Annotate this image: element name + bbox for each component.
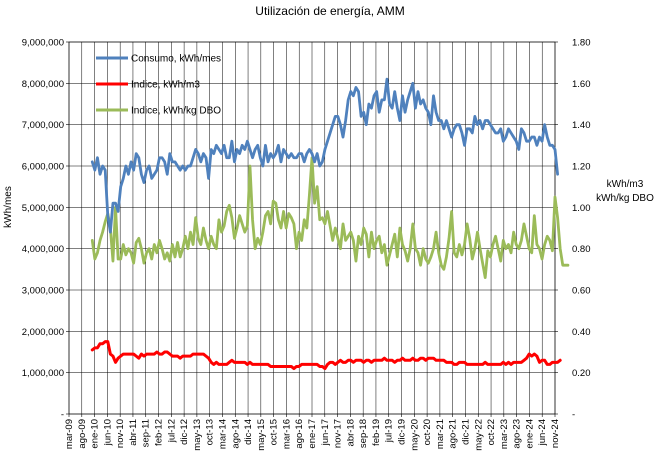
x-tick-label: dic-14 xyxy=(243,419,254,445)
x-axis-ticks: mar-09 ago-09 ene-10 jun-10 nov-10 abr-11 sep-… xyxy=(64,414,561,451)
right-tick-label: 1.80 xyxy=(572,38,591,49)
x-tick-label: sep-18 xyxy=(358,419,369,448)
x-tick-label: nov-24 xyxy=(550,419,561,448)
left-tick-label: 4,000,000 xyxy=(22,244,64,255)
x-tick-label: dic-19 xyxy=(397,419,408,445)
x-tick-label: abr-11 xyxy=(128,419,139,446)
x-tick-label: ago-16 xyxy=(294,419,305,449)
x-tick-label: oct-20 xyxy=(422,419,433,445)
right-tick-label: 0.80 xyxy=(572,244,591,255)
x-tick-label: ene-17 xyxy=(307,419,318,449)
x-tick-label: dic-21 xyxy=(460,419,471,445)
left-tick-label: - xyxy=(61,410,64,421)
x-tick-label: oct-15 xyxy=(269,419,280,445)
x-tick-label: feb-19 xyxy=(371,419,382,446)
x-tick-label: mar-09 xyxy=(64,419,75,449)
right-tick-label: - xyxy=(572,410,575,421)
x-tick-label: nov-10 xyxy=(115,419,126,448)
legend-label-3: Indice, kWh/kg DBO xyxy=(131,106,221,117)
left-tick-label: 3,000,000 xyxy=(22,286,64,297)
x-tick-label: may-13 xyxy=(192,419,203,451)
x-tick-label: jul-19 xyxy=(384,419,395,443)
left-tick-label: 6,000,000 xyxy=(22,162,64,173)
x-tick-label: oct-13 xyxy=(205,419,216,445)
x-tick-label: jun-17 xyxy=(320,419,331,446)
legend-label-1: Consumo, kWh/mes xyxy=(131,54,221,65)
right-tick-label: 0.40 xyxy=(572,327,591,338)
x-tick-label: sep-11 xyxy=(141,419,152,447)
left-tick-label: 1,000,000 xyxy=(22,368,64,379)
left-tick-label: 2,000,000 xyxy=(22,327,64,338)
x-tick-label: mar-21 xyxy=(435,419,446,449)
series-line-3 xyxy=(90,156,570,280)
x-tick-label: jul-12 xyxy=(166,419,177,443)
x-tick-label: jun-24 xyxy=(537,419,548,446)
x-tick-label: abr-18 xyxy=(345,419,356,446)
x-tick-label: mar-23 xyxy=(499,419,510,449)
right-tick-label: 0.20 xyxy=(572,368,591,379)
left-axis-ticks: - 1,000,000 2,000,000 3,000,000 4,000,000 5,0… xyxy=(22,38,69,421)
x-tick-label: nov-17 xyxy=(333,419,344,448)
x-tick-label: feb-12 xyxy=(154,419,165,446)
x-tick-label: may-22 xyxy=(473,419,484,451)
right-tick-label: 1.20 xyxy=(572,162,591,173)
right-axis-ticks: - 0.20 0.40 0.60 0.80 1.00 1.20 1.40 1.60 1.80 xyxy=(555,38,591,421)
x-tick-label: ago-23 xyxy=(512,419,523,449)
x-tick-label: ene-24 xyxy=(524,419,535,449)
left-axis-title: kWh/mes xyxy=(3,186,14,228)
x-tick-label: mar-16 xyxy=(281,419,292,449)
gridlines xyxy=(68,41,556,415)
x-tick-label: ago-09 xyxy=(77,419,88,449)
left-tick-label: 5,000,000 xyxy=(22,203,64,214)
right-axis-title-line-1: kWh/m3 xyxy=(607,179,644,190)
x-tick-label: ene-10 xyxy=(90,419,101,449)
right-tick-label: 1.60 xyxy=(572,79,591,90)
left-tick-label: 7,000,000 xyxy=(22,120,64,131)
right-tick-label: 1.40 xyxy=(572,120,591,131)
series-line-1 xyxy=(90,77,559,234)
x-tick-label: ago-21 xyxy=(448,419,459,449)
x-tick-label: may-15 xyxy=(256,419,267,451)
x-tick-label: dic-12 xyxy=(179,419,190,445)
x-tick-label: may-20 xyxy=(409,419,420,451)
right-axis-title-line-2: kWh/kg DBO xyxy=(596,193,654,204)
legend: Consumo, kWh/mes Indice, kWh/m3 Indice, kW… xyxy=(96,54,221,117)
x-tick-label: ago-14 xyxy=(230,419,241,449)
left-tick-label: 9,000,000 xyxy=(22,38,64,49)
chart-title: Utilización de energía, AMM xyxy=(255,4,404,18)
right-tick-label: 0.60 xyxy=(572,286,591,297)
legend-label-2: Indice, kWh/m3 xyxy=(131,80,200,91)
x-tick-label: jun-10 xyxy=(102,419,113,446)
series-line-2 xyxy=(90,340,562,371)
series-layer xyxy=(90,77,570,371)
left-tick-label: 8,000,000 xyxy=(22,79,64,90)
right-tick-label: 1.00 xyxy=(572,203,591,214)
x-tick-label: mar-14 xyxy=(217,419,228,449)
x-tick-label: oct-22 xyxy=(486,419,497,445)
